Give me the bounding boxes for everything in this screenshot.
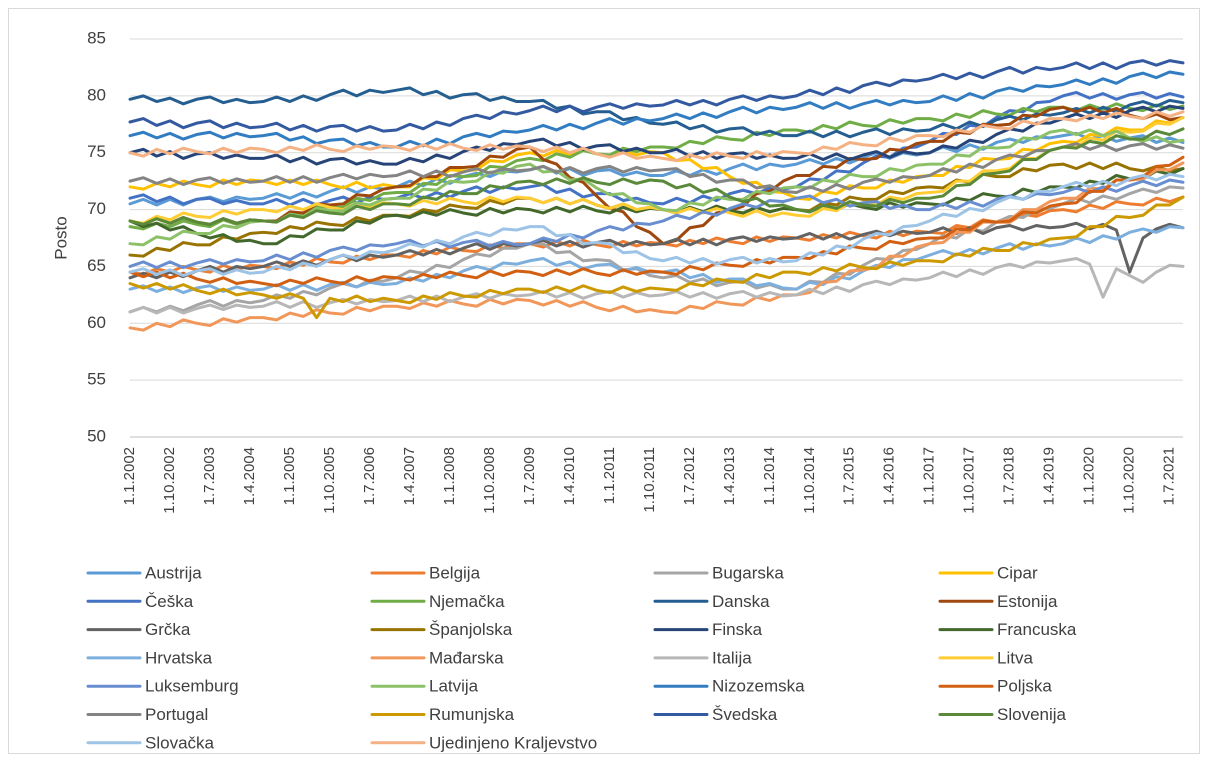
y-tick-label: 55 (87, 370, 106, 389)
x-tick-label: 1.1.2002 (121, 447, 138, 505)
legend-label: Nizozemska (712, 677, 805, 696)
legend-label: Mađarska (429, 648, 504, 667)
y-tick-label: 85 (87, 28, 106, 47)
series-line (128, 59, 1185, 133)
x-tick-label: 1.4.2010 (561, 447, 578, 505)
x-tick-label: 1.7.2003 (201, 447, 218, 505)
x-tick-label: 1.4.2019 (1041, 447, 1058, 505)
x-tick-label: 1.1.2017 (921, 447, 938, 505)
x-tick-label: 1.10.2020 (1121, 447, 1138, 514)
x-tick-label: 1.7.2006 (361, 447, 378, 505)
series-line (128, 127, 1185, 226)
series-line (128, 110, 1185, 163)
legend-label: Italija (712, 648, 752, 667)
series-line (128, 90, 1185, 207)
legend-label: Hrvatska (145, 648, 213, 667)
y-tick-label: 70 (87, 199, 106, 218)
legend-label: Litva (997, 648, 1033, 667)
series-line (128, 221, 1185, 280)
legend-label: Poljska (997, 677, 1052, 696)
y-tick-label: 60 (87, 313, 106, 332)
x-tick-label: 1.4.2013 (721, 447, 738, 505)
x-tick-label: 1.10.2011 (641, 447, 658, 513)
series-line (128, 70, 1185, 149)
series-line (128, 142, 1185, 195)
x-tick-label: 1.4.2007 (401, 447, 418, 505)
x-tick-label: 1.10.2002 (161, 447, 178, 514)
x-tick-label: 1.1.2011 (601, 447, 618, 504)
legend-label: Portugal (145, 705, 208, 724)
legend-label: Francuska (997, 620, 1077, 639)
x-tick-label: 1.10.2005 (321, 447, 338, 514)
legend-label: Švedska (712, 705, 778, 724)
legend-label: Estonija (997, 592, 1058, 611)
legend-label: Danska (712, 592, 770, 611)
legend-label: Finska (712, 620, 763, 639)
x-tick-label: 1.10.2014 (801, 447, 818, 514)
series-line (128, 155, 1185, 288)
legend-label: Austrija (145, 563, 202, 582)
legend-label: Belgija (429, 563, 481, 582)
legend-label: Češka (145, 592, 194, 611)
x-tick-label: 1.10.2017 (961, 447, 978, 514)
series-line (128, 105, 1185, 246)
legend-label: Španjolska (429, 620, 513, 639)
legend-label: Rumunjska (429, 705, 515, 724)
series-line (128, 115, 1185, 225)
y-tick-label: 80 (87, 85, 106, 104)
legend-label: Luksemburg (145, 677, 239, 696)
x-tick-label: 1.1.2005 (281, 447, 298, 505)
x-tick-label: 1.7.2012 (681, 447, 698, 505)
series-line (128, 195, 1185, 320)
x-tick-label: 1.7.2015 (841, 447, 858, 505)
series-line (128, 185, 1185, 314)
legend-label: Slovačka (145, 733, 215, 752)
legend-label: Grčka (145, 620, 191, 639)
legend-label: Slovenija (997, 705, 1067, 724)
series-line (128, 131, 1185, 207)
legend-label: Bugarska (712, 563, 784, 582)
y-tick-label: 75 (87, 142, 106, 161)
series-line (128, 172, 1185, 278)
x-tick-label: 1.1.2008 (441, 447, 458, 505)
x-tick-label: 1.10.2008 (481, 447, 498, 514)
x-tick-label: 1.1.2020 (1081, 447, 1098, 505)
legend-label: Njemačka (429, 592, 505, 611)
x-tick-label: 1.7.2009 (521, 447, 538, 505)
x-tick-label: 1.1.2014 (761, 447, 778, 505)
legend-label: Ujedinjeno Kraljevstvo (429, 733, 597, 752)
x-tick-label: 1.7.2018 (1001, 447, 1018, 505)
series-line (128, 86, 1185, 139)
x-tick-label: 1.4.2004 (241, 447, 258, 505)
y-axis-label: Posto (51, 216, 70, 259)
x-tick-label: 1.7.2021 (1161, 447, 1178, 505)
y-tick-label: 50 (87, 426, 106, 445)
y-tick-label: 65 (87, 256, 106, 275)
legend-label: Latvija (429, 677, 479, 696)
legend-label: Cipar (997, 563, 1038, 582)
x-tick-label: 1.4.2016 (881, 447, 898, 505)
